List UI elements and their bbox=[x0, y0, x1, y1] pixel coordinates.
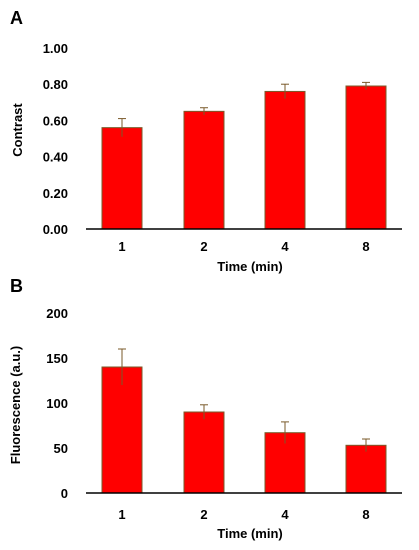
panel-a-x-tick-label: 1 bbox=[118, 239, 125, 254]
panel-a-y-tick-label: 0.80 bbox=[43, 77, 68, 92]
panel-b-bar-1 bbox=[101, 366, 143, 494]
panel-a-bar-1 bbox=[101, 127, 143, 230]
panel-b-error-bars bbox=[118, 348, 370, 452]
panel-a-x-tick-label: 4 bbox=[281, 239, 289, 254]
panel-a-bars bbox=[101, 85, 387, 230]
panel-a-y-axis-label: Contrast bbox=[10, 103, 25, 157]
panel-a-error-bars bbox=[118, 81, 370, 137]
panel-a-y-tick-label: 1.00 bbox=[43, 41, 68, 56]
panel-b: B Fluorescence (a.u.) Time (min) 0 50 100 1… bbox=[8, 276, 402, 541]
panel-b-error-bar-1 bbox=[118, 348, 126, 385]
panel-b-y-tick-label: 150 bbox=[46, 351, 68, 366]
panel-b-bar-2 bbox=[183, 411, 225, 494]
panel-b-y-tick-label: 100 bbox=[46, 396, 68, 411]
panel-b-y-tick-label: 50 bbox=[54, 441, 68, 456]
panel-a-error-bar-2 bbox=[200, 107, 208, 115]
panel-b-y-axis-label: Fluorescence (a.u.) bbox=[8, 346, 23, 464]
panel-a-error-bar-4 bbox=[281, 83, 289, 99]
panel-b-bar-8 bbox=[345, 444, 387, 494]
panel-a-x-ticks: 1 2 4 8 bbox=[118, 239, 369, 254]
panel-a-x-tick-label: 2 bbox=[200, 239, 207, 254]
panel-b-letter: B bbox=[10, 276, 23, 296]
panel-a-letter: A bbox=[10, 8, 23, 28]
panel-b-error-bar-4 bbox=[281, 421, 289, 444]
panel-a-bar-8 bbox=[345, 85, 387, 230]
panel-b-x-tick-label: 8 bbox=[362, 507, 369, 522]
panel-b-error-bar-2 bbox=[200, 404, 208, 420]
panel-b-x-tick-label: 4 bbox=[281, 507, 289, 522]
panel-b-x-tick-label: 1 bbox=[118, 507, 125, 522]
panel-a-y-tick-label: 0.60 bbox=[43, 113, 68, 128]
panel-a-error-bar-1 bbox=[118, 118, 126, 137]
panel-a-error-bar-8 bbox=[362, 81, 370, 90]
panel-a-bar-4 bbox=[264, 90, 306, 230]
panel-a-y-tick-label: 0.40 bbox=[43, 150, 68, 165]
panel-a-y-tick-label: 0.00 bbox=[43, 222, 68, 237]
panel-b-x-ticks: 1 2 4 8 bbox=[118, 507, 369, 522]
panel-a: A Contrast Time (min) 0.000.200.400.600.… bbox=[10, 8, 402, 274]
panel-a-x-axis-label: Time (min) bbox=[217, 259, 283, 274]
panel-b-x-tick-label: 2 bbox=[200, 507, 207, 522]
panel-b-y-tick-label: 200 bbox=[46, 306, 68, 321]
panel-a-y-ticks: 0.00 0.20 0.40 0.60 0.80 1.00 bbox=[43, 41, 68, 237]
panel-b-y-tick-label: 0 bbox=[61, 486, 68, 501]
panel-b-x-axis-label: Time (min) bbox=[217, 526, 283, 541]
panel-b-y-ticks: 0 50 100 150 200 bbox=[46, 306, 68, 501]
panel-a-y-tick-label: 0.20 bbox=[43, 186, 68, 201]
panel-b-error-bar-8 bbox=[362, 438, 370, 452]
panel-b-bars bbox=[101, 366, 387, 494]
panel-a-bar-2 bbox=[183, 110, 225, 230]
panel-a-x-tick-label: 8 bbox=[362, 239, 369, 254]
